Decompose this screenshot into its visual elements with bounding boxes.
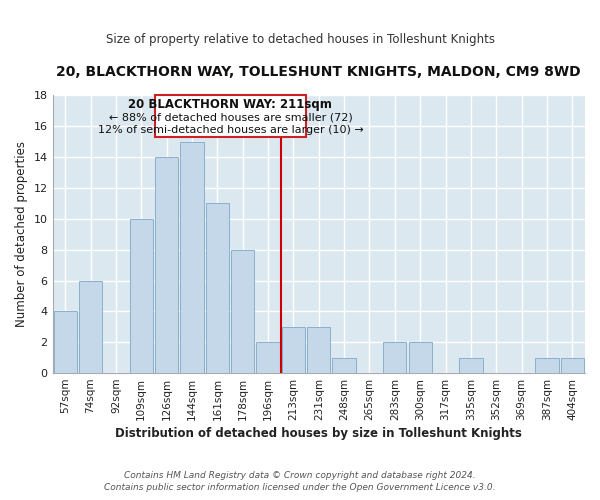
Bar [332, 358, 356, 373]
Bar [256, 342, 280, 373]
Text: Size of property relative to detached houses in Tolleshunt Knights: Size of property relative to detached ho… [106, 32, 494, 46]
Text: 20 BLACKTHORN WAY: 211sqm: 20 BLACKTHORN WAY: 211sqm [128, 98, 332, 111]
Text: Contains HM Land Registry data © Crown copyright and database right 2024.
Contai: Contains HM Land Registry data © Crown c… [104, 471, 496, 492]
Title: 20, BLACKTHORN WAY, TOLLESHUNT KNIGHTS, MALDON, CM9 8WD: 20, BLACKTHORN WAY, TOLLESHUNT KNIGHTS, … [56, 65, 581, 79]
Bar [282, 327, 305, 373]
Bar [560, 358, 584, 373]
Bar [79, 280, 102, 373]
Bar [409, 342, 432, 373]
Bar [535, 358, 559, 373]
Bar [206, 204, 229, 373]
Bar [459, 358, 482, 373]
Bar [155, 157, 178, 373]
Bar [231, 250, 254, 373]
Bar [130, 219, 153, 373]
X-axis label: Distribution of detached houses by size in Tolleshunt Knights: Distribution of detached houses by size … [115, 427, 522, 440]
Bar [307, 327, 331, 373]
Bar [53, 312, 77, 373]
Text: ← 88% of detached houses are smaller (72): ← 88% of detached houses are smaller (72… [109, 112, 352, 122]
Bar [181, 142, 203, 373]
FancyBboxPatch shape [155, 96, 305, 137]
Y-axis label: Number of detached properties: Number of detached properties [15, 142, 28, 328]
Bar [383, 342, 406, 373]
Text: 12% of semi-detached houses are larger (10) →: 12% of semi-detached houses are larger (… [98, 124, 363, 134]
